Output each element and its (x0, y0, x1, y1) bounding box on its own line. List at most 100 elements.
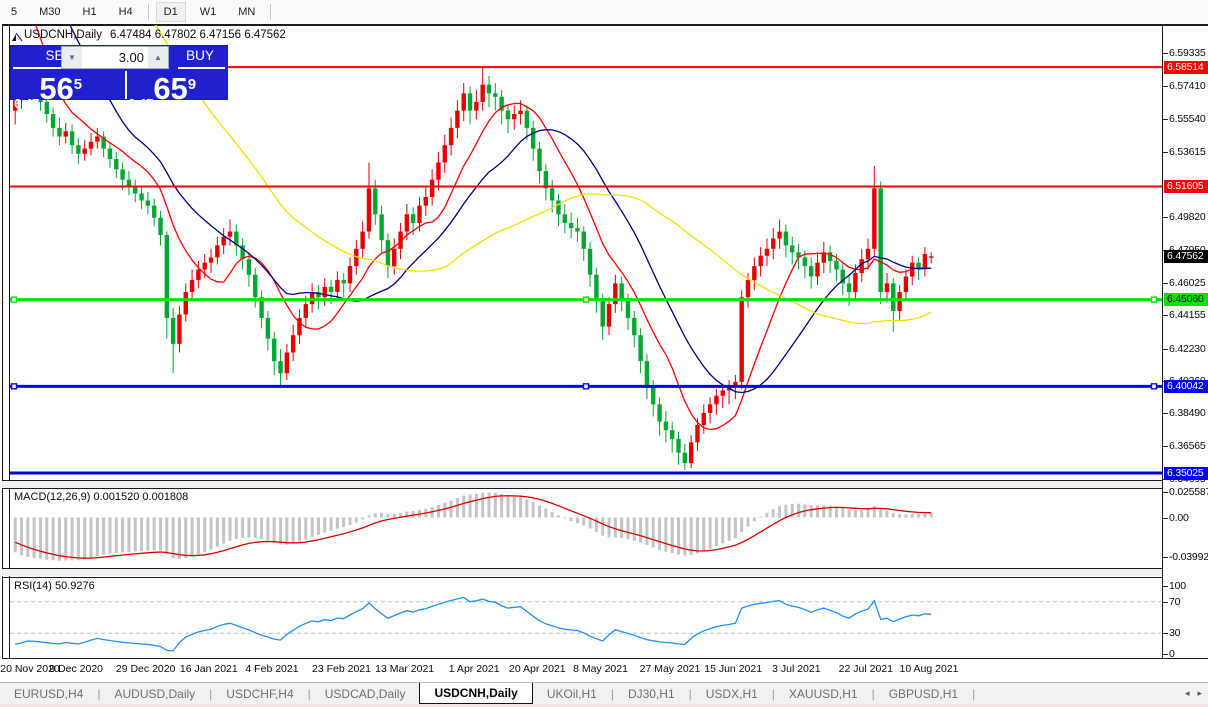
tab-separator: | (871, 686, 875, 701)
period-button-d1[interactable]: D1 (155, 1, 186, 22)
horizontal-level-lines[interactable] (10, 66, 1162, 475)
price-axis-label: 6.59335 (1169, 47, 1206, 59)
axis-tick (1163, 492, 1168, 494)
axis-tick (1163, 517, 1168, 519)
price-badge: 6.51605 (1164, 180, 1208, 194)
period-button-5[interactable]: 5 (11, 5, 18, 18)
axis-left-border (1162, 24, 1163, 659)
date-axis-label: 16 Jan 2021 (179, 663, 238, 675)
chart-top-border (2, 24, 1208, 26)
tab-separator: | (307, 686, 311, 701)
tab-gbpusd-h1[interactable]: GBPUSD,H1 (888, 686, 959, 701)
chart-title: USDCNH,Daily 6.47484 6.47802 6.47156 6.47… (24, 29, 286, 41)
candles (13, 67, 934, 470)
volume-increase-button[interactable]: ▲ (148, 47, 168, 68)
ask-price[interactable]: 6.47659 (128, 71, 226, 111)
rsi-indicator (10, 596, 1162, 652)
date-axis-label: 27 May 2021 (639, 663, 701, 675)
axis-tick (1163, 633, 1168, 635)
volume-input[interactable] (82, 47, 148, 68)
macd-axis-label: 0.025587 (1169, 486, 1208, 499)
axis-tick (1163, 86, 1168, 88)
price-badge: 6.35025 (1164, 466, 1208, 480)
period-button-h1[interactable]: H1 (82, 5, 97, 18)
period-toolbar: 5 M30 H1 H4 D1 W1 MN (0, 0, 1208, 23)
date-axis-label: 29 Dec 2020 (115, 663, 176, 675)
line-handle[interactable] (582, 296, 590, 303)
line-handle[interactable] (582, 383, 590, 390)
line-handle[interactable] (1150, 296, 1158, 303)
macd-indicator (13, 492, 933, 561)
price-axis-label: 6.49820 (1169, 211, 1206, 224)
line-handle[interactable] (1150, 383, 1158, 390)
tab-separator: | (972, 686, 976, 701)
date-axis-label: 15 Jun 2021 (704, 663, 763, 675)
date-axis-label: 8 May 2021 (573, 663, 628, 675)
price-badge: 6.45060 (1164, 293, 1208, 307)
bid-pip-digit: 5 (73, 76, 83, 93)
axis-tick (1163, 53, 1168, 54)
price-badge: 6.58514 (1164, 60, 1208, 74)
bid-price[interactable]: 6.47565 (14, 71, 124, 111)
axis-tick (1163, 348, 1168, 350)
tabs-scroll-left-icon[interactable]: ◂ (1184, 688, 1190, 698)
price-axis-label: 6.53615 (1169, 145, 1206, 158)
ask-prefix: 6.47 (128, 96, 154, 111)
date-axis-label: 1 Apr 2021 (448, 663, 500, 675)
trade-panel-divider (125, 71, 127, 99)
rsi-bottom-border (2, 658, 1208, 659)
tab-usdx-h1[interactable]: USDX,H1 (705, 686, 758, 701)
buy-button[interactable]: BUY (186, 48, 214, 63)
axis-tick (1163, 601, 1168, 603)
tab-dj30-h1[interactable]: DJ30,H1 (627, 686, 675, 701)
toolbar-separator (147, 3, 149, 20)
period-button-w1[interactable]: W1 (199, 5, 217, 18)
price-badge: 6.47562 (1164, 249, 1208, 263)
tab-usdchf-h4[interactable]: USDCHF,H4 (226, 686, 294, 701)
axis-tick (1163, 413, 1168, 415)
tab-ukoil-h1[interactable]: UKOil,H1 (546, 686, 597, 701)
panel-separator[interactable] (2, 481, 1162, 488)
tab-usdcnh-daily[interactable]: USDCNH,Daily (419, 683, 533, 704)
axis-tick (1163, 282, 1168, 284)
macd-top-border (2, 488, 1162, 489)
rsi-label: RSI(14) 50.9276 (14, 580, 95, 592)
price-axis-label: 6.38490 (1169, 407, 1206, 420)
date-axis[interactable]: 20 Nov 2020 9 Dec 2020 29 Dec 2020 16 Jan 2… (0, 659, 1162, 681)
tab-xauusd-h1[interactable]: XAUUSD,H1 (788, 686, 858, 701)
chart-symbol-label: USDCNH,Daily (24, 29, 102, 41)
line-handle[interactable] (10, 296, 18, 303)
period-button-m30[interactable]: M30 (39, 5, 61, 18)
buy-underline (178, 67, 225, 69)
date-axis-label: 20 Apr 2021 (509, 663, 566, 675)
date-axis-label: 22 Jul 2021 (838, 663, 893, 675)
tab-audusd-daily[interactable]: AUDUSD,Daily (114, 686, 196, 701)
price-axis-label: 6.46025 (1169, 276, 1206, 289)
tab-separator: | (209, 686, 213, 701)
axis-tick (1163, 446, 1168, 448)
line-handle[interactable] (10, 383, 18, 390)
main-panel-bottom-border (2, 480, 1162, 481)
axis-tick (1163, 315, 1168, 317)
price-axis-label: 6.42230 (1169, 342, 1206, 355)
volume-decrease-button[interactable]: ▼ (62, 47, 82, 68)
tab-usdcad-daily[interactable]: USDCAD,Daily (324, 686, 406, 701)
period-button-h4[interactable]: H4 (118, 5, 133, 18)
tab-eurusd-h4[interactable]: EURUSD,H4 (14, 686, 84, 701)
axis-tick (1163, 217, 1168, 219)
price-axis[interactable]: 6.593356.574106.555406.536156.498206.479… (1163, 25, 1208, 682)
period-button-mn[interactable]: MN (238, 5, 256, 18)
volume-spinner: ▼ ▲ (61, 46, 169, 69)
date-axis-label: 4 Feb 2021 (245, 663, 299, 675)
plot-left-border (9, 24, 10, 659)
date-axis-label: 23 Feb 2021 (312, 663, 371, 675)
macd-axis-label: 0.00 (1169, 511, 1189, 524)
tabs-scroll-right-icon[interactable]: ▸ (1197, 688, 1202, 698)
rsi-axis-label: 70 (1169, 595, 1181, 608)
panel-separator[interactable] (2, 569, 1162, 576)
date-axis-label: 10 Aug 2021 (899, 663, 959, 675)
date-axis-label: 3 Jul 2021 (772, 663, 821, 675)
rsi-axis-label: 0 (1169, 648, 1175, 660)
axis-tick (1163, 151, 1168, 153)
